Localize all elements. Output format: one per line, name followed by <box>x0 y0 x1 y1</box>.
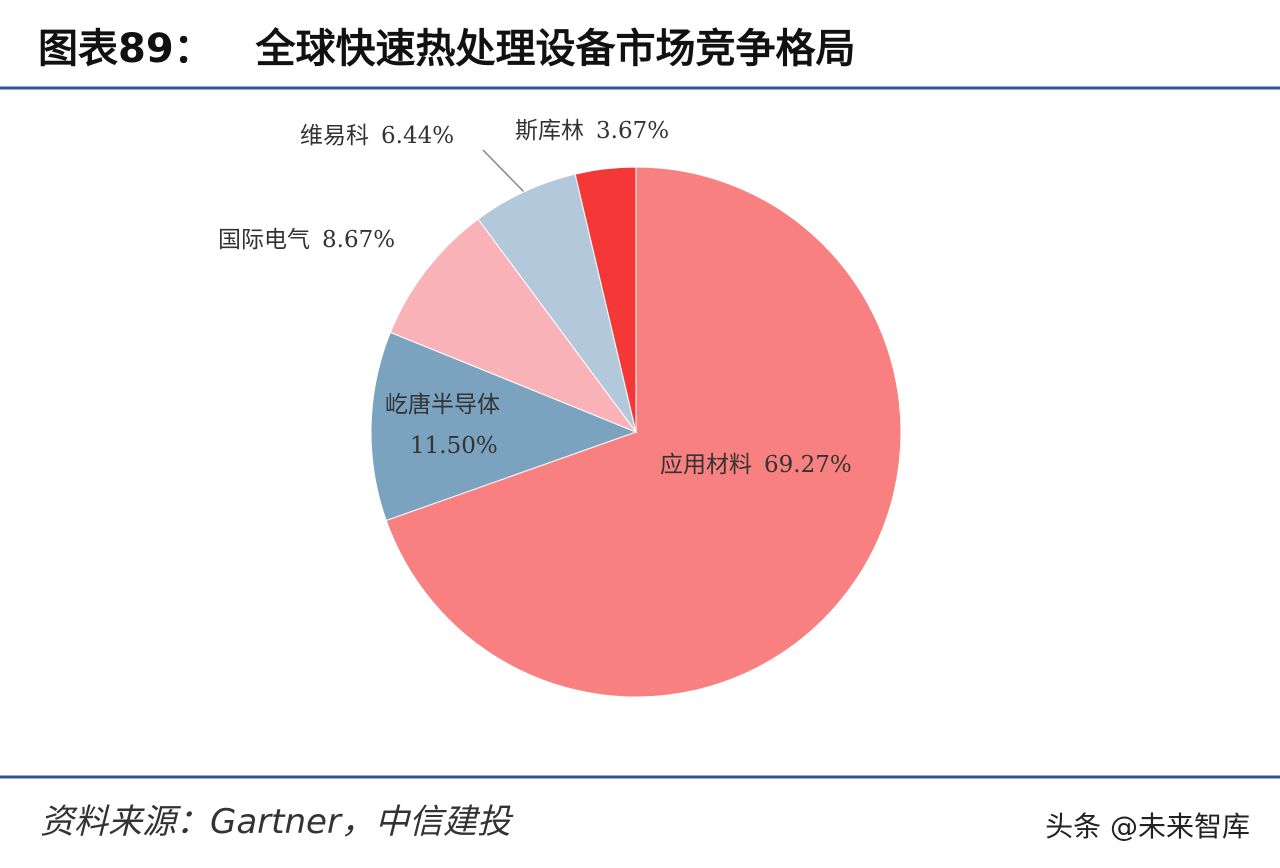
source-note: 资料来源：Gartner，中信建投 <box>40 802 514 842</box>
pie-slice <box>389 218 638 434</box>
slice-label: 维易科 6.44% <box>300 123 454 149</box>
category-label: 斯库林 <box>515 118 584 144</box>
category-label: 维易科 <box>300 123 369 149</box>
slice-label: 屹唐半导体 11.50% <box>385 392 500 459</box>
chart-title: 图表89： 全球快速热处理设备市场竞争格局 <box>38 26 855 72</box>
slice-label: 国际电气 8.67% <box>218 227 395 253</box>
category-label: 国际电气 <box>218 227 310 253</box>
labels: 应用材料 69.27% 屹唐半导体 11.50% 国际电气 8.67% 维易科 6.44% 斯库… <box>218 118 852 478</box>
watermark: 头条 @未来智库 <box>1045 810 1250 843</box>
value-label: 3.67% <box>596 118 669 144</box>
value-label: 6.44% <box>381 123 454 149</box>
pie-slice <box>574 166 637 433</box>
category-label: 应用材料 <box>660 452 752 478</box>
value-label: 11.50% <box>410 433 498 459</box>
pie-slice <box>370 331 638 522</box>
value-label: 69.27% <box>764 452 852 478</box>
leader-line <box>482 149 526 194</box>
pie-slice <box>385 166 902 698</box>
value-label: 8.67% <box>322 227 395 253</box>
category-label: 屹唐半导体 <box>385 392 500 418</box>
pie <box>370 166 902 698</box>
slice-label: 斯库林 3.67% <box>515 118 669 144</box>
slice-label: 应用材料 69.27% <box>660 452 852 478</box>
